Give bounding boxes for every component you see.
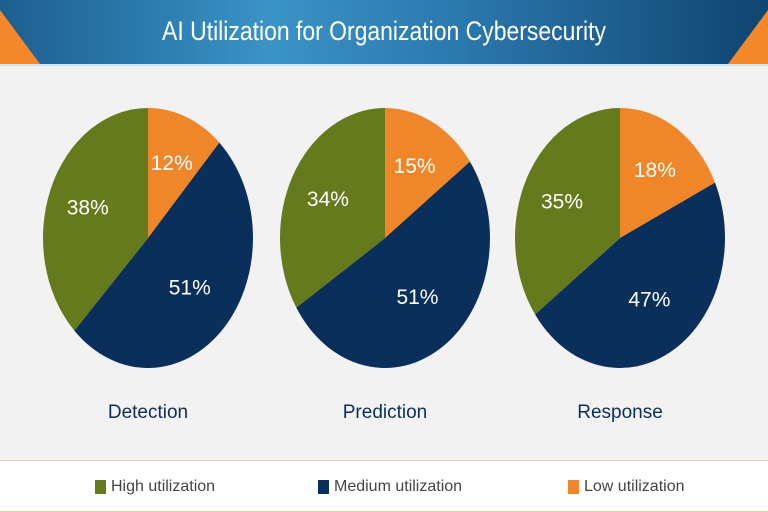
- decor-triangle-left: [0, 10, 40, 64]
- data-label-high: 35%: [541, 190, 583, 213]
- legend-label-high: High utilization: [111, 478, 216, 495]
- legend-swatch-low: [568, 480, 579, 494]
- decor-triangle-right: [728, 10, 768, 64]
- pie-charts: 12% 51% 38% Detection 15% 51% 34% Prediction 18%…: [42, 108, 725, 423]
- legend-item-medium: Medium utilization: [318, 478, 462, 496]
- data-label-high: 38%: [67, 196, 109, 219]
- data-label-medium: 51%: [169, 276, 211, 299]
- legend-item-high: High utilization: [95, 478, 215, 496]
- legend: High utilization Medium utilization Low …: [0, 460, 768, 512]
- chart-title: AI Utilization for Organization Cybersec…: [162, 16, 606, 46]
- data-label-low: 18%: [634, 159, 676, 182]
- data-label-medium: 51%: [396, 286, 438, 309]
- pie-category-label: Response: [577, 402, 663, 423]
- legend-swatch-high: [95, 480, 106, 494]
- pie-slice-low: [148, 108, 220, 238]
- legend-label-medium: Medium utilization: [334, 478, 463, 495]
- pie-category-label: Detection: [108, 402, 188, 423]
- pie-slice-low: [620, 108, 716, 238]
- data-label-high: 34%: [307, 188, 349, 211]
- legend-label-low: Low utilization: [584, 478, 685, 495]
- pie-slice-low: [385, 108, 470, 238]
- pie-slice-high: [42, 108, 148, 331]
- pie-slice-high: [280, 108, 385, 308]
- data-label-medium: 47%: [628, 289, 670, 312]
- pie-slice-high: [515, 108, 620, 315]
- data-label-low: 15%: [394, 155, 436, 178]
- legend-swatch-medium: [318, 480, 329, 494]
- pie-slice-medium: [74, 142, 253, 368]
- pie-slice-medium: [296, 161, 491, 369]
- pie-slice-medium: [535, 182, 725, 369]
- legend-item-low: Low utilization: [568, 478, 685, 496]
- pie-category-label: Prediction: [343, 402, 428, 423]
- data-label-low: 12%: [151, 152, 193, 175]
- header-banner: AI Utilization for Organization Cybersec…: [0, 0, 768, 66]
